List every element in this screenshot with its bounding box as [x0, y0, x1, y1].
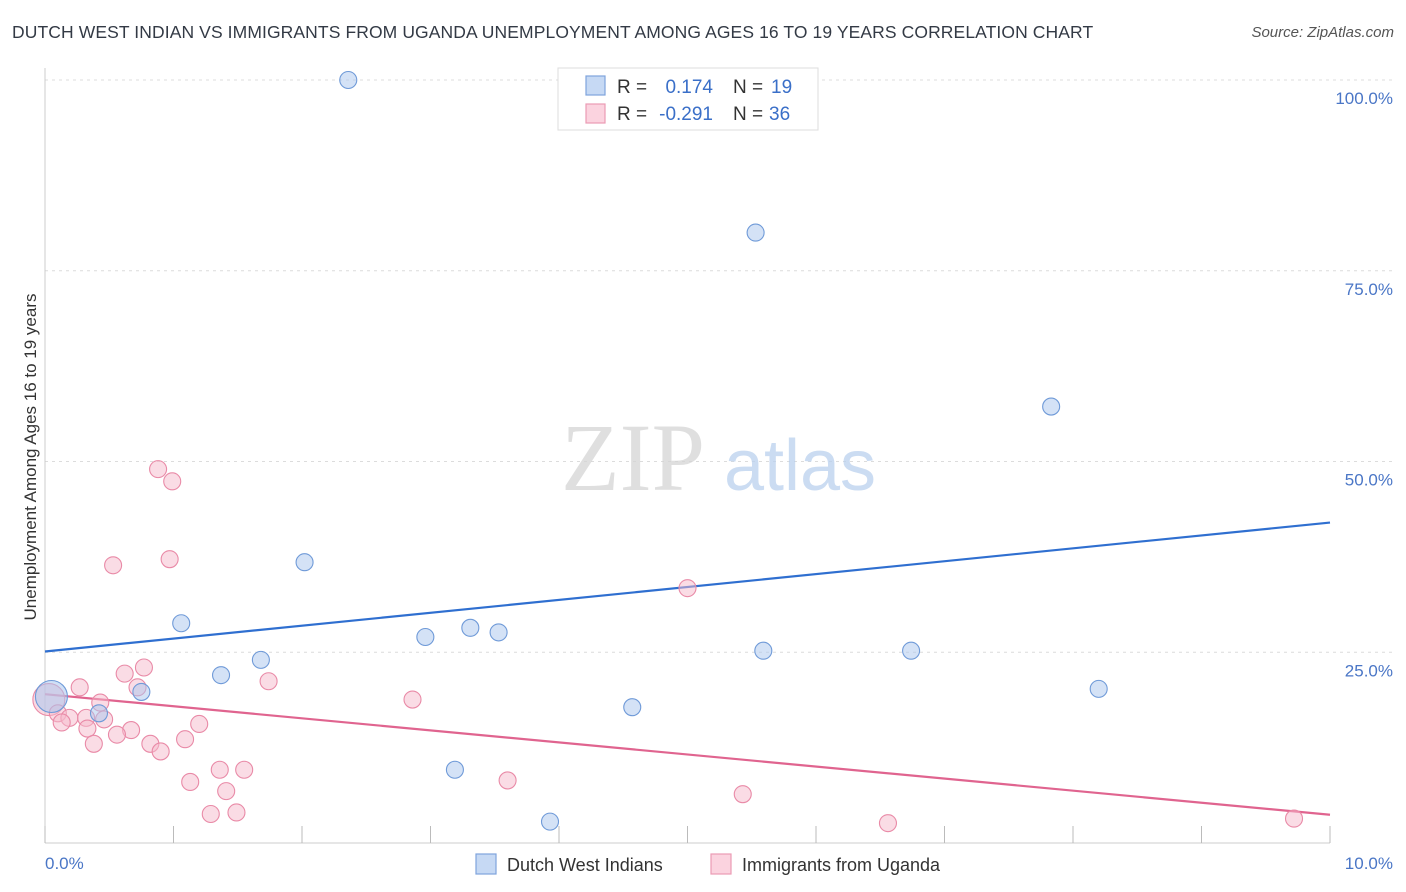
- x-tick-label-end: 10.0%: [1345, 854, 1393, 873]
- legend-r-value-2: -0.291: [659, 104, 713, 125]
- point-dutch-15: [89, 704, 109, 723]
- point-uganda-22: [176, 730, 195, 749]
- trend-line-uganda: [44, 693, 1331, 816]
- legend-swatch-dutch: [585, 75, 606, 96]
- point-dutch-11: [902, 641, 921, 660]
- point-uganda-18: [190, 714, 209, 734]
- watermark-zip: ZIP: [561, 404, 705, 511]
- point-uganda-3: [104, 556, 123, 575]
- point-dutch-13: [132, 682, 151, 701]
- source-label: Source: ZipAtlas.com: [1251, 24, 1394, 41]
- bottom-legend-label-dutch: Dutch West Indians: [507, 855, 663, 875]
- point-uganda-35: [1284, 809, 1304, 828]
- point-dutch-7: [461, 618, 480, 637]
- point-uganda-7: [115, 664, 134, 683]
- point-uganda-9: [70, 678, 89, 697]
- point-uganda-1: [149, 460, 168, 479]
- data-points: [32, 70, 1304, 833]
- legend-n-label-2: N =: [733, 104, 763, 125]
- point-uganda-5: [678, 579, 697, 598]
- point-dutch-0: [34, 679, 68, 714]
- y-tick-labels: 100.0% 75.0% 50.0% 25.0%: [1335, 89, 1393, 680]
- point-dutch-14: [1089, 679, 1108, 698]
- legend-n-value-1: 19: [771, 77, 792, 98]
- point-dutch-2: [746, 223, 765, 242]
- point-uganda-27: [235, 760, 254, 779]
- point-uganda-6: [134, 658, 153, 677]
- point-dutch-8: [489, 623, 508, 642]
- bottom-legend: Dutch West Indians Immigrants from Ugand…: [475, 853, 941, 875]
- point-uganda-21: [107, 725, 127, 744]
- legend-n-value-2: 36: [769, 104, 790, 125]
- legend-r-label-2: R =: [617, 104, 647, 125]
- bottom-legend-swatch-dutch: [475, 853, 497, 875]
- bottom-legend-label-uganda: Immigrants from Uganda: [742, 855, 941, 875]
- point-uganda-30: [217, 782, 236, 801]
- x-tick-label-start: 0.0%: [45, 854, 84, 873]
- point-uganda-34: [878, 814, 898, 833]
- y-axis-title: Unemployment Among Ages 16 to 19 years: [21, 294, 40, 621]
- point-uganda-2: [163, 472, 182, 491]
- point-dutch-12: [211, 666, 231, 685]
- watermark: ZIP atlas: [561, 404, 876, 511]
- point-uganda-31: [733, 785, 752, 804]
- point-dutch-4: [295, 553, 314, 572]
- point-uganda-33: [227, 803, 246, 822]
- grid-lines: [45, 79, 1395, 653]
- point-dutch-18: [540, 812, 560, 831]
- y-tick-label-25: 25.0%: [1345, 661, 1393, 680]
- y-tick-label-50: 50.0%: [1345, 471, 1393, 490]
- point-uganda-26: [210, 760, 229, 779]
- point-uganda-8: [259, 672, 278, 691]
- point-dutch-10: [754, 641, 773, 660]
- x-tick-labels: 0.0% 10.0%: [45, 854, 1393, 873]
- point-dutch-6: [416, 627, 435, 647]
- point-dutch-17: [445, 760, 464, 779]
- bottom-legend-swatch-uganda: [710, 853, 732, 875]
- point-uganda-11: [403, 690, 422, 709]
- legend-r-label-1: R =: [617, 77, 647, 98]
- point-uganda-23: [84, 734, 103, 753]
- point-uganda-28: [181, 772, 200, 792]
- y-tick-label-100: 100.0%: [1335, 89, 1393, 108]
- legend: R = 0.174 N = 19 R = -0.291 N = 36: [557, 67, 819, 131]
- point-dutch-3: [1042, 397, 1061, 416]
- point-uganda-32: [201, 804, 220, 824]
- point-uganda-17: [52, 713, 71, 732]
- legend-n-label-1: N =: [733, 77, 763, 98]
- legend-r-value-1: 0.174: [665, 77, 713, 98]
- chart-title: DUTCH WEST INDIAN VS IMMIGRANTS FROM UGA…: [12, 22, 1094, 42]
- point-dutch-16: [623, 698, 642, 717]
- point-uganda-19: [78, 719, 97, 738]
- point-uganda-25: [151, 742, 170, 761]
- point-dutch-9: [251, 650, 270, 669]
- y-tick-label-75: 75.0%: [1345, 280, 1393, 299]
- point-dutch-5: [172, 614, 191, 633]
- watermark-atlas: atlas: [724, 426, 876, 506]
- point-uganda-4: [160, 550, 179, 569]
- point-dutch-1: [339, 70, 358, 90]
- legend-swatch-uganda: [585, 103, 606, 124]
- point-uganda-29: [498, 771, 517, 790]
